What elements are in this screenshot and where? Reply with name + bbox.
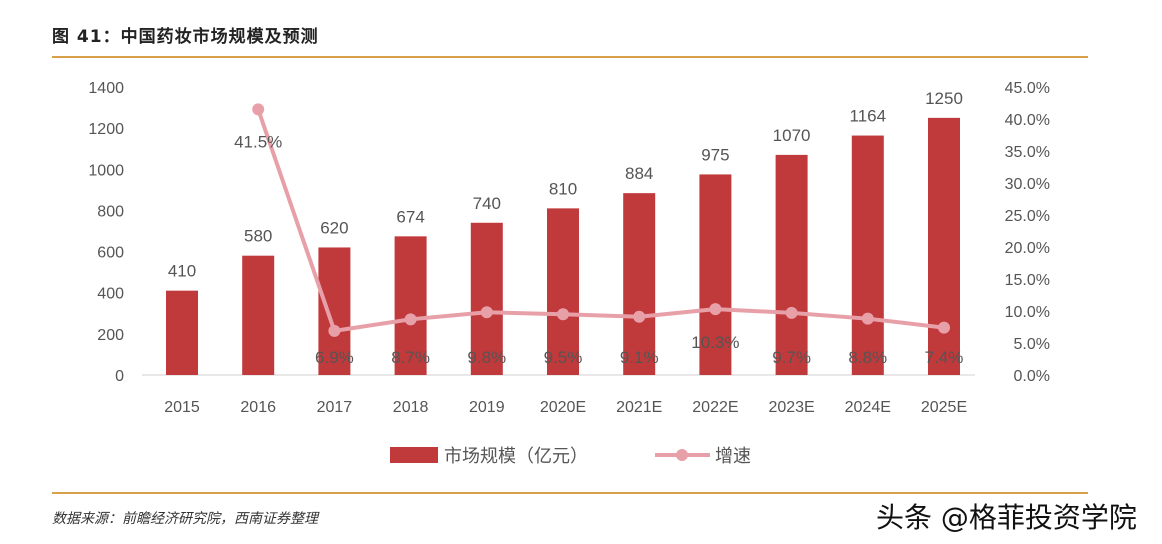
x-tick-label: 2015 xyxy=(164,399,200,416)
y-right-tick-label: 25.0% xyxy=(1005,208,1050,225)
bar xyxy=(242,255,275,375)
x-tick-label: 2018 xyxy=(393,399,429,416)
bar xyxy=(470,222,503,375)
bar-data-label: 884 xyxy=(625,164,653,183)
bar xyxy=(928,117,960,375)
y-right-tick-label: 10.0% xyxy=(1005,304,1050,321)
bottom-rule xyxy=(52,492,1088,494)
y-right-tick-label: 35.0% xyxy=(1005,144,1050,161)
legend-bar-swatch xyxy=(390,447,438,463)
bar-data-label: 674 xyxy=(396,207,424,226)
growth-point xyxy=(938,321,950,334)
bar xyxy=(775,154,808,375)
figure-title: 图 41：中国药妆市场规模及预测 xyxy=(52,27,319,47)
growth-point xyxy=(861,312,874,325)
growth-data-label: 9.8% xyxy=(467,348,506,367)
bar xyxy=(547,208,579,375)
x-tick-label: 2020E xyxy=(540,399,586,416)
legend-bar-label: 市场规模（亿元） xyxy=(444,446,588,466)
y-left-tick-label: 1200 xyxy=(88,121,124,138)
y-left-tick-label: 800 xyxy=(97,203,124,220)
x-tick-label: 2016 xyxy=(240,399,276,416)
growth-data-label: 7.4% xyxy=(925,348,964,367)
bar-data-label: 1070 xyxy=(773,126,811,145)
growth-point xyxy=(557,308,569,321)
y-left-tick-label: 0 xyxy=(115,368,124,385)
source-note: 数据来源：前瞻经济研究院，西南证券整理 xyxy=(52,511,318,527)
growth-data-label: 41.5% xyxy=(234,132,282,151)
top-rule xyxy=(52,56,1088,58)
x-tick-label: 2023E xyxy=(768,399,814,416)
bar xyxy=(318,247,351,375)
y-right-tick-label: 40.0% xyxy=(1005,112,1050,129)
growth-point xyxy=(785,306,798,319)
bar xyxy=(623,193,656,375)
growth-data-label: 9.5% xyxy=(544,348,583,367)
y-left-tick-label: 400 xyxy=(97,286,124,303)
y-right-tick-label: 20.0% xyxy=(1005,240,1050,257)
watermark: 头条 @格菲投资学院 xyxy=(876,501,1137,534)
legend-line-label: 增速 xyxy=(715,446,751,466)
bar xyxy=(394,236,427,375)
y-left-tick-label: 1400 xyxy=(88,80,124,97)
growth-point xyxy=(252,103,265,116)
x-tick-label: 2024E xyxy=(845,399,891,416)
bar-data-label: 1164 xyxy=(850,107,887,126)
legend-line-marker xyxy=(676,449,688,461)
y-right-tick-label: 45.0% xyxy=(1005,80,1050,97)
growth-point xyxy=(633,310,646,323)
growth-data-label: 9.7% xyxy=(772,348,811,367)
bar xyxy=(699,174,732,375)
bar-data-label: 740 xyxy=(473,194,501,213)
bar xyxy=(851,135,884,375)
bar-data-label: 410 xyxy=(168,262,196,281)
growth-data-label: 10.3% xyxy=(691,333,739,352)
y-left-tick-label: 600 xyxy=(97,245,124,262)
x-tick-label: 2021E xyxy=(616,399,662,416)
bar-data-label: 1250 xyxy=(925,89,963,108)
growth-data-label: 9.1% xyxy=(620,348,659,367)
y-right-tick-label: 15.0% xyxy=(1005,272,1050,289)
growth-data-label: 8.8% xyxy=(848,348,887,367)
y-right-tick-label: 30.0% xyxy=(1005,176,1050,193)
x-tick-label: 2017 xyxy=(317,399,353,416)
growth-point xyxy=(404,313,417,326)
bar xyxy=(166,290,198,375)
x-tick-label: 2022E xyxy=(692,399,738,416)
y-right-tick-label: 0.0% xyxy=(1014,368,1050,385)
growth-point xyxy=(328,324,341,337)
bar-data-label: 975 xyxy=(701,145,729,164)
growth-data-label: 8.7% xyxy=(391,348,430,367)
y-right-tick-label: 5.0% xyxy=(1014,336,1050,353)
growth-point xyxy=(709,303,722,316)
y-left-tick-label: 200 xyxy=(97,327,124,344)
bar-data-label: 580 xyxy=(244,227,272,246)
growth-line xyxy=(256,108,945,334)
growth-point xyxy=(480,306,493,319)
growth-data-label: 6.9% xyxy=(315,348,354,367)
bar-data-label: 810 xyxy=(549,179,577,198)
bar-data-label: 620 xyxy=(320,218,348,237)
x-tick-label: 2025E xyxy=(921,399,967,416)
x-tick-label: 2019 xyxy=(469,399,505,416)
y-left-tick-label: 1000 xyxy=(88,162,124,179)
